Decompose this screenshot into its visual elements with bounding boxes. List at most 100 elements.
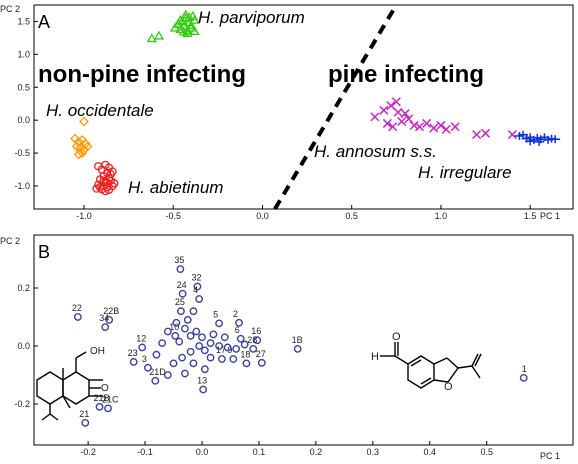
point-h-annosum-s-s	[388, 122, 398, 132]
point-h-parviporum	[182, 27, 193, 37]
compound-label: 35	[174, 255, 184, 265]
point-h-occidentale	[77, 148, 88, 158]
panel-a-xtick-label: 0.5	[345, 211, 358, 221]
point-h-annosum-s-s	[507, 130, 517, 140]
point-h-irregulare	[525, 137, 536, 146]
panel-b-xlabel: PC 1	[540, 451, 560, 461]
point-h-parviporum	[185, 20, 197, 30]
point-compound	[129, 358, 138, 366]
point-compound	[158, 339, 167, 347]
point-compound	[101, 323, 110, 332]
point-compound	[195, 342, 204, 350]
point-compound	[215, 319, 223, 328]
point-compound	[232, 344, 241, 353]
point-compound	[218, 355, 226, 363]
compound-label: 18	[240, 349, 250, 359]
point-h-abietinum	[92, 184, 101, 193]
panel-a-xtick-label: 1.5	[524, 211, 537, 221]
point-compound	[172, 318, 181, 327]
compound-label: 13	[197, 376, 207, 386]
panel-a-xtick-label: 1.0	[435, 211, 448, 221]
panel-a-axes: -1.0 -0.5 0.0 0.5 1.0 1.5 1.5 1.0 0.5 0.0 -0.5 -1.0	[14, 16, 536, 221]
panel-b-xtick-label: 0.3	[367, 447, 380, 457]
point-h-annosum-s-s	[414, 122, 425, 132]
compound-label: 24	[177, 280, 187, 290]
point-h-irregulare	[518, 130, 529, 139]
point-h-annosum-s-s	[397, 116, 407, 127]
panel-a-xtick-label: 0.0	[256, 211, 269, 221]
panel-b-xtick-label: -0.2	[80, 447, 96, 457]
panel-a-ytick-label: -1.0	[14, 181, 30, 191]
point-compound	[229, 355, 238, 363]
point-compound	[104, 404, 112, 413]
pine-label: pine infecting	[328, 61, 484, 88]
compound-label: 12	[136, 333, 146, 343]
point-compound	[215, 342, 223, 350]
compound-label: 27	[256, 349, 266, 359]
point-compound	[183, 315, 192, 324]
panel-a-ytick-label: 1.5	[17, 16, 30, 26]
compound-label: 25	[175, 297, 185, 307]
point-compound	[105, 315, 114, 324]
point-h-parviporum	[175, 24, 186, 33]
point-compound	[176, 265, 185, 274]
point-compound	[253, 336, 262, 345]
sesquiterpene-structure	[36, 351, 103, 421]
point-h-occidentale	[79, 144, 89, 155]
point-compound	[189, 359, 198, 368]
point-compound	[144, 363, 152, 372]
nonpine-label: non-pine infecting	[38, 61, 246, 88]
point-h-irregulare	[550, 135, 561, 144]
panel-b-axes: -0.2 -0.1 0.0 0.1 0.2 0.3 0.4 0.5 0.2 0.0 -0.2	[14, 283, 492, 457]
point-h-annosum-s-s	[409, 120, 419, 130]
point-compound	[152, 350, 161, 359]
point-compound	[163, 371, 172, 379]
structure-oh: OH	[90, 346, 105, 357]
panel-b-xtick-label: 0.0	[196, 447, 209, 457]
label-h-annosum: H. annosum s.s.	[314, 142, 437, 161]
point-compound	[192, 327, 201, 336]
compound-label: 21D	[149, 367, 166, 377]
compound-label: 1	[522, 364, 527, 374]
point-h-abietinum	[106, 169, 115, 179]
point-h-annosum-s-s	[450, 122, 460, 132]
point-compound	[169, 359, 178, 368]
point-h-annosum-s-s	[393, 107, 403, 117]
point-compound	[186, 331, 195, 340]
point-h-parviporum	[146, 33, 157, 43]
compound-label: 6	[235, 325, 240, 335]
panel-a-ytick-label: -0.5	[14, 148, 30, 158]
point-compound	[195, 295, 204, 303]
point-compound	[220, 333, 229, 342]
compound-label: 21C	[102, 394, 119, 404]
point-compound	[171, 331, 180, 340]
point-compound	[189, 307, 198, 316]
point-h-parviporum	[153, 30, 165, 40]
panel-b-ytick-label: 0.2	[17, 283, 30, 293]
point-h-annosum-s-s	[400, 109, 410, 119]
point-h-occidentale	[79, 116, 89, 127]
point-compound	[236, 334, 245, 343]
point-h-annosum-s-s	[429, 123, 439, 133]
panel-b-xtick-label: -0.1	[137, 447, 153, 457]
panel-a-letter: A	[38, 12, 50, 32]
point-compound	[178, 353, 186, 362]
point-h-annosum-s-s	[422, 118, 432, 128]
point-compound	[206, 353, 215, 362]
compound-label: 34	[99, 313, 109, 323]
label-h-abietinum: H. abietinum	[128, 178, 223, 197]
panel-b-xtick-label: 0.2	[310, 447, 323, 457]
compound-label: 4	[193, 285, 198, 295]
compound-label: 17	[216, 345, 226, 355]
compound-label: 2	[233, 309, 238, 319]
point-h-annosum-s-s	[386, 101, 396, 111]
compound-label: 22	[72, 303, 82, 313]
point-h-annosum-s-s	[481, 128, 491, 138]
point-h-annosum-s-s	[404, 114, 414, 124]
panel-a-ytick-label: 0.0	[17, 115, 30, 125]
panel-b-ylabel: PC 2	[0, 236, 20, 246]
compound-label: 3	[142, 354, 147, 364]
panel-a: PC 2 PC 1 A -1.0 -0.5 0.0 0.5 1.0 1.5 1.5 1.0 0.…	[0, 3, 574, 221]
compound-label: 23	[128, 348, 138, 358]
point-compound	[242, 359, 251, 368]
